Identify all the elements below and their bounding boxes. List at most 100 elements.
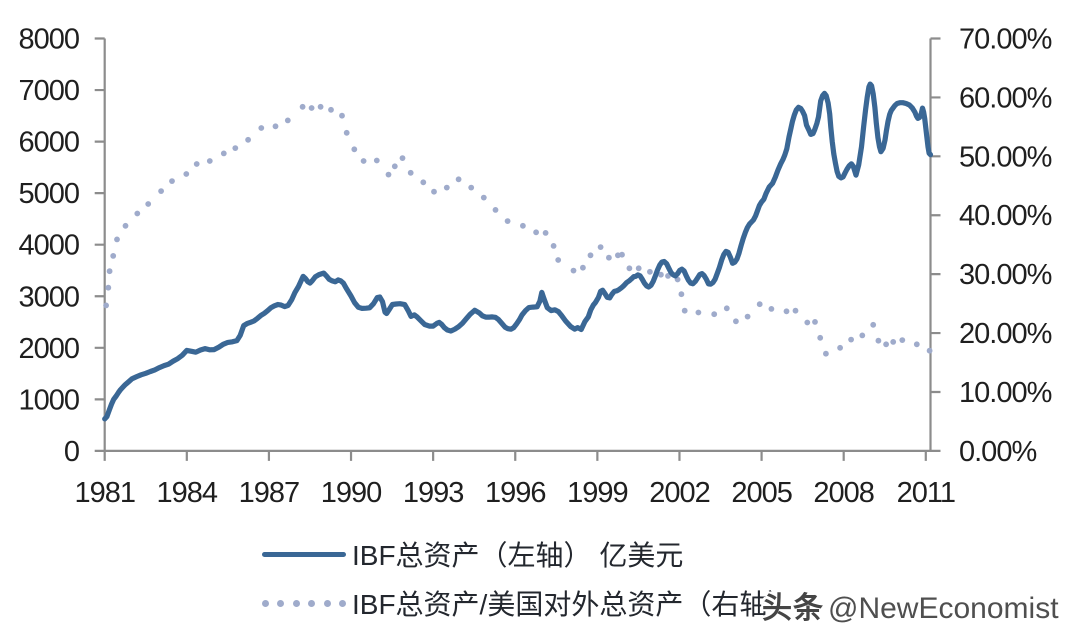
x-axis (103, 449, 931, 461)
dotted-series-point (145, 201, 152, 207)
dotted-series-point (555, 257, 562, 263)
x-tick-label: 2005 (731, 477, 792, 509)
dotted-series-point (875, 337, 882, 344)
legend-item-ibf-assets: IBF总资产（左轴） 亿美元 (262, 536, 683, 572)
dotted-series-point (399, 155, 406, 162)
y-left-tick-label: 4000 (18, 230, 79, 262)
dotted-series-point (105, 284, 112, 291)
dotted-series-point (812, 319, 818, 325)
dotted-series-point (783, 308, 790, 315)
y-right-tick-label: 0.00% (959, 436, 1036, 468)
y-right-tick-label: 50.00% (959, 141, 1052, 173)
dotted-series-point (134, 210, 141, 217)
watermark-brand: 头条 (762, 592, 824, 625)
dotted-series-point (468, 184, 475, 191)
dotted-series-point (299, 103, 306, 110)
dotted-series-point (206, 158, 213, 164)
dotted-series-point (308, 105, 315, 111)
y-right-tick-label: 30.00% (959, 259, 1052, 291)
dotted-series-point (695, 309, 702, 316)
dotted-series-point (606, 254, 612, 261)
dotted-series-point (351, 146, 358, 153)
y-left-tick-label: 3000 (18, 281, 79, 313)
dotted-series-point (272, 123, 279, 130)
legend-label: IBF总资产/美国对外总资产（右轴） (352, 589, 796, 620)
dotted-series-point (407, 169, 414, 176)
dotted-series-point (169, 178, 175, 185)
dotted-series-point (619, 251, 625, 258)
x-tick-label: 1984 (157, 477, 218, 509)
y-left-tick-label: 8000 (18, 24, 79, 56)
dotted-series-point (106, 268, 113, 275)
dot-icon (262, 599, 269, 607)
dotted-series-point (580, 264, 586, 271)
left-axis (94, 37, 106, 452)
dotted-series-point (114, 236, 120, 243)
x-tick-label: 2011 (897, 477, 955, 509)
dotted-series-point (681, 307, 688, 314)
y-left-tick-label: 7000 (18, 75, 79, 107)
dotted-series-point (899, 337, 906, 343)
y-left-tick-label: 1000 (18, 384, 79, 416)
dotted-series-point (258, 125, 265, 131)
dotted-series-point (804, 319, 811, 326)
dotted-series-point (103, 302, 109, 309)
x-tick-label: 1990 (321, 477, 382, 509)
dotted-series-point (122, 222, 129, 229)
dotted-series-point (926, 347, 933, 354)
dotted-series-point (480, 194, 487, 201)
dot-icon (292, 599, 300, 607)
dotted-series-point (455, 176, 462, 183)
dotted-series-point (443, 184, 450, 191)
y-left-tick-label: 6000 (18, 127, 79, 159)
dotted-series-point (733, 318, 739, 325)
y-left-tick-label: 2000 (18, 333, 79, 365)
dotted-series-point (597, 244, 604, 251)
x-tick-label: 1996 (485, 477, 546, 509)
dotted-series-point (913, 341, 920, 348)
dotted-series-point (890, 339, 897, 345)
dot-icon (277, 599, 285, 607)
x-tick-label: 2008 (813, 477, 874, 509)
dotted-series-point (373, 157, 380, 164)
dot-icon (338, 599, 346, 607)
dotted-series-point (756, 301, 763, 308)
dotted-series-point (647, 268, 653, 275)
x-tick-label: 1981 (74, 477, 135, 509)
y-right-tick-label: 40.00% (959, 200, 1052, 232)
dotted-series-point (744, 313, 751, 320)
dotted-series-point (520, 222, 526, 229)
dotted-series-point (183, 171, 190, 177)
dotted-series-point (328, 106, 334, 113)
dotted-series-point (837, 344, 843, 351)
y-right-tick-label: 20.00% (959, 318, 1052, 350)
dotted-series-point (533, 229, 539, 236)
dotted-series-point (232, 145, 239, 152)
dotted-series-point (391, 163, 398, 170)
dotted-series-point (792, 307, 799, 314)
y-left-tick-label: 5000 (18, 178, 79, 210)
dotted-series-point (711, 311, 718, 318)
dotted-series-point (542, 230, 549, 236)
y-right-tick-label: 10.00% (959, 377, 1052, 409)
dotted-series-point (193, 161, 200, 167)
dotted-series-point (550, 243, 557, 249)
dotted-series-point (678, 291, 685, 298)
watermark: 头条 @NewEconomist (762, 583, 1059, 627)
dotted-series-point (658, 271, 664, 278)
dotted-series-point (570, 267, 577, 274)
dotted-series-point (870, 321, 877, 328)
right-axis (929, 37, 941, 452)
dotted-series-point (626, 265, 633, 272)
y-right-tick-label: 60.00% (959, 82, 1052, 114)
legend-label: IBF总资产（左轴） 亿美元 (352, 540, 684, 571)
dot-icon (323, 599, 331, 607)
dotted-series-point (848, 336, 854, 343)
dotted-series-point (420, 179, 427, 186)
legend-solid-line-swatch (262, 551, 346, 557)
dotted-series-point (245, 136, 252, 143)
dotted-series-point (385, 171, 392, 178)
x-tick-label: 1999 (567, 477, 628, 509)
